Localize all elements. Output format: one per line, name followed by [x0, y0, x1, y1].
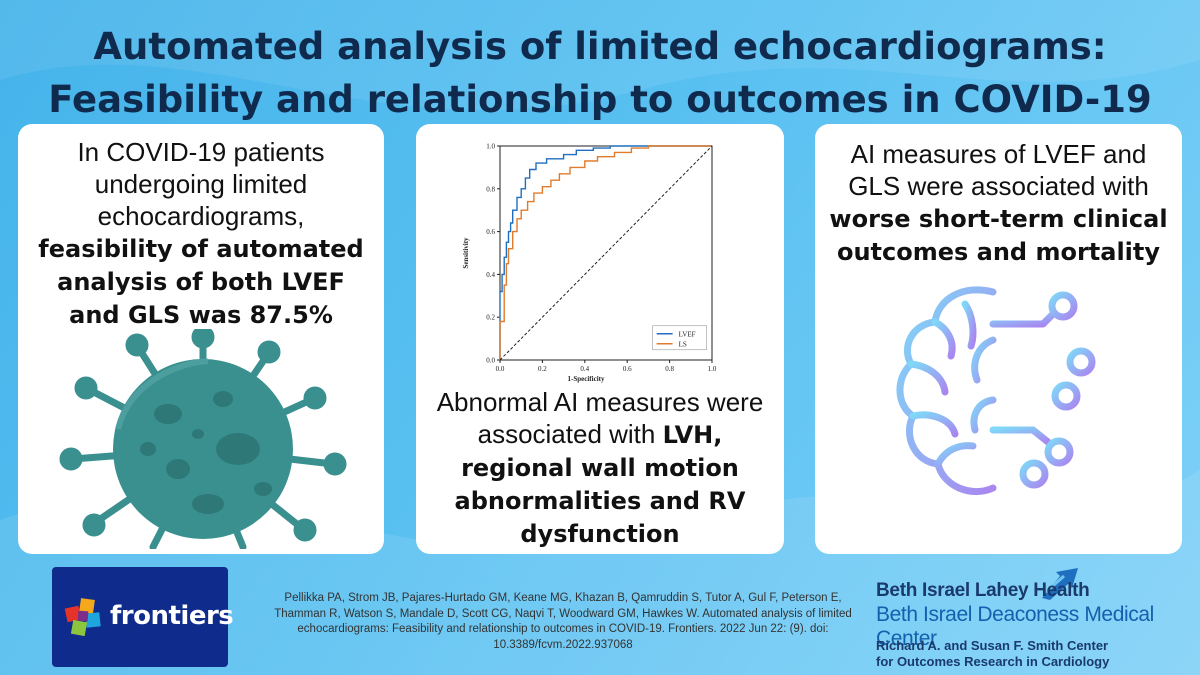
y-tick-label: 0.4	[486, 271, 495, 279]
virus-icon	[59, 329, 347, 549]
legend-label-lvef: LVEF	[679, 330, 696, 338]
x-tick-label: 0.0	[496, 365, 505, 373]
legend-label-ls: LS	[679, 340, 687, 348]
right-panel-bold-text: worse short-term clinical outcomes and m…	[829, 205, 1168, 266]
left-panel-text: In COVID-19 patients undergoing limited …	[18, 136, 384, 331]
right-panel-text: AI measures of LVEF and GLS were associa…	[815, 138, 1182, 268]
series-line-lvef	[499, 145, 712, 360]
roc-chart: 0.0 0.2 0.4 0.6 0.8 1.0 0.0 0.2 0.4 0.6 0.8 1.0 1-Sp…	[462, 143, 717, 384]
middle-panel-text: Abnormal AI measures were associated wit…	[416, 386, 784, 550]
middle-panel-bold-text: LVH, regional wall motion abnormalities …	[454, 421, 746, 548]
series-line-ls	[499, 145, 712, 360]
y-tick-label: 0.2	[486, 314, 495, 322]
plot-frame	[499, 145, 713, 361]
right-panel-plain-text: AI measures of LVEF and GLS were associa…	[848, 139, 1149, 201]
frontiers-logo-text: frontiers	[110, 601, 234, 631]
right-panel: AI measures of LVEF and GLS were associa…	[815, 124, 1182, 554]
left-panel: In COVID-19 patients undergoing limited …	[18, 124, 384, 554]
institution-line-2: Beth Israel Deaconess Medical Center	[876, 603, 1154, 650]
y-tick-label: 0.8	[486, 185, 495, 193]
y-tick-label: 0.0	[486, 357, 495, 365]
middle-panel-plain-text: Abnormal AI measures were associated wit…	[436, 387, 764, 449]
legend-box	[652, 325, 707, 351]
left-panel-bold-text: feasibility of automated analysis of bot…	[38, 235, 364, 329]
title-line-1: Automated analysis of limited echocardio…	[93, 25, 1107, 68]
institution-line-1: Beth Israel Lahey Health	[876, 580, 1090, 601]
y-axis-label: Sensitivity	[462, 237, 470, 269]
y-tick-label: 1.0	[486, 143, 495, 151]
x-tick-label: 0.4	[580, 365, 589, 373]
x-tick-label: 0.8	[665, 365, 674, 373]
frontiers-mark-icon	[64, 598, 101, 637]
series-line-reference	[499, 145, 713, 361]
bidmc-arrow-icon	[1042, 568, 1078, 600]
y-tick-label: 0.6	[486, 228, 495, 236]
brain-circuit-icon	[896, 286, 1096, 500]
page-title: Automated analysis of limited echocardio…	[0, 20, 1200, 126]
frontiers-logo: frontiers	[52, 567, 234, 667]
institution-logo: Beth Israel Lahey Health Beth Israel Dea…	[876, 566, 1196, 670]
middle-panel: 0.0 0.2 0.4 0.6 0.8 1.0 0.0 0.2 0.4 0.6 0.8 1.0 1-Sp…	[416, 124, 784, 554]
institution-line-3: Richard A. and Susan F. Smith Center	[876, 638, 1109, 653]
institution-line-4: for Outcomes Research in Cardiology	[876, 654, 1110, 669]
title-line-2: Feasibility and relationship to outcomes…	[48, 78, 1152, 121]
citation: Pellikka PA, Strom JB, Pajares-Hurtado G…	[274, 592, 852, 651]
x-axis-label: 1-Specificity	[568, 375, 605, 383]
x-tick-label: 0.2	[538, 365, 547, 373]
x-tick-label: 1.0	[708, 365, 717, 373]
x-tick-label: 0.6	[623, 365, 632, 373]
left-panel-plain-text: In COVID-19 patients undergoing limited …	[77, 137, 325, 231]
